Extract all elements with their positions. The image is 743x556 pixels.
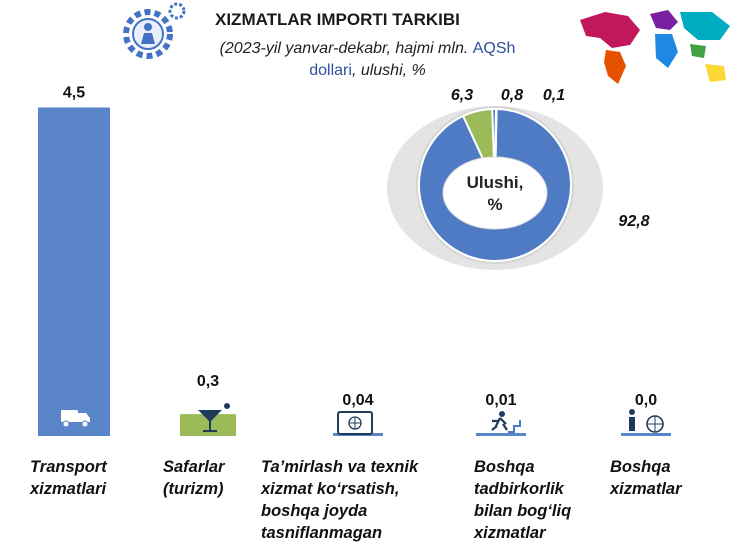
category-line: Ta’mirlash va texnik [261, 458, 419, 476]
pie-center-label: Ulushi,% [467, 173, 524, 214]
pie-center-line: % [487, 195, 502, 214]
category-line: Safarlar [163, 458, 225, 476]
category-line: Boshqa [474, 458, 535, 476]
pie-data-label: 6,3 [451, 87, 473, 104]
category-label-transport: Transport xizmatlari [30, 456, 107, 500]
pie-data-label: 0,1 [543, 87, 565, 104]
pie-data-label: 92,8 [618, 213, 649, 230]
bar [476, 433, 526, 436]
subtitle-part-2: AQSh [472, 40, 516, 57]
pie-center-line: Ulushi, [467, 173, 524, 192]
bar-data-labels: 4,5 0,3 0,04 0,01 0,0 [63, 85, 657, 410]
subtitle-part-3: dollari [309, 62, 352, 79]
bar-data-label: 4,5 [63, 85, 85, 102]
category-line: Boshqa [610, 458, 671, 476]
bar-data-label: 0,3 [197, 373, 219, 390]
category-label-business: Boshqa tadbirkorlik bilan bog‘liq xizmat… [474, 456, 571, 544]
bar [180, 414, 236, 436]
gear-worker-icon [123, 2, 186, 59]
category-line: boshqa joyda [261, 502, 368, 520]
world-map-icon [580, 10, 730, 84]
person-globe-icon [629, 409, 664, 433]
bar-icons [61, 403, 664, 435]
chart-subtitle: (2023-yil yanvar-dekabr, hajmi mln. AQSh… [175, 38, 560, 82]
subtitle-part-4: , ulushi, % [351, 62, 426, 79]
category-line: bilan bog‘liq [474, 502, 572, 520]
runner-icon [491, 411, 521, 433]
category-line: xizmat ko‘rsatish, [261, 480, 400, 498]
category-label-other: Boshqa xizmatlar [610, 456, 682, 500]
truck-icon [61, 410, 90, 428]
pie-data-label: 0,8 [501, 87, 523, 104]
cocktail-icon [198, 403, 230, 432]
category-line: xizmatlar [610, 480, 682, 498]
category-line: xizmatlar [474, 524, 546, 542]
category-line: xizmatlari [30, 480, 107, 498]
pie-chart: 92,8 6,3 0,8 0,1 Ulushi,% [387, 87, 650, 270]
bar-series [38, 107, 671, 436]
category-line: Transport [30, 458, 107, 476]
bar-data-label: 0,04 [342, 392, 373, 409]
bar [621, 433, 671, 436]
subtitle-part-1: (2023-yil yanvar-dekabr, hajmi mln. [219, 40, 469, 57]
pie-hole [442, 156, 548, 230]
category-line: tadbirkorlik [474, 480, 564, 498]
bar-data-label: 0,0 [635, 392, 657, 409]
category-line: tasniflanmagan [261, 524, 383, 542]
category-line: (turizm) [163, 480, 224, 498]
chart-title: XIZMATLAR IMPORTI TARKIBI [215, 10, 460, 29]
bar [38, 107, 110, 436]
category-label-repair: Ta’mirlash va texnik xizmat ko‘rsatish, … [261, 456, 418, 544]
bar-data-label: 0,01 [485, 392, 516, 409]
category-label-tourism: Safarlar (turizm) [163, 456, 224, 500]
monitor-globe-icon [337, 411, 373, 435]
